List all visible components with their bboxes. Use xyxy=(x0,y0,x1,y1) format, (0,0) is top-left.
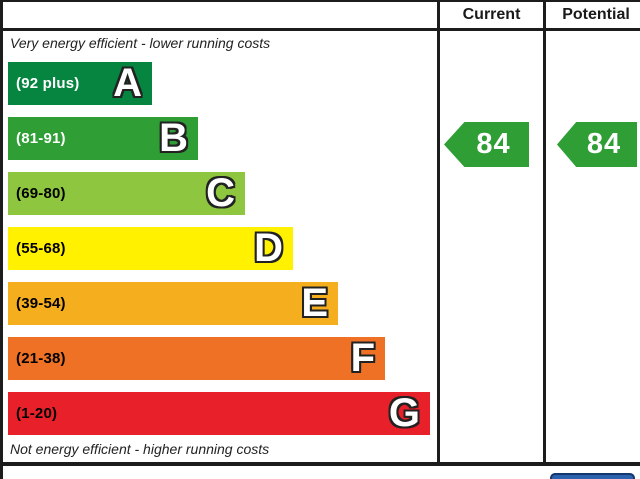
rating-bands: (92 plus) A (81-91) B (69-80) C (55-68) … xyxy=(8,62,430,435)
header-divider-line xyxy=(0,28,640,31)
potential-rating-value: 84 xyxy=(586,128,622,160)
band-b-letter: B xyxy=(159,116,188,160)
band-d-range-label: (55-68) xyxy=(16,240,66,257)
current-column-divider xyxy=(437,0,440,466)
band-b: (81-91) B xyxy=(8,117,198,160)
band-d: (55-68) D xyxy=(8,227,293,270)
current-rating-arrow: 84 xyxy=(444,122,529,167)
band-a-letter: A xyxy=(113,61,142,105)
band-e-range-label: (39-54) xyxy=(16,295,66,312)
current-rating-value: 84 xyxy=(476,128,511,160)
band-g-range-label: (1-20) xyxy=(16,405,58,422)
current-column-header: Current xyxy=(462,6,521,23)
potential-column-header: Potential xyxy=(562,6,630,23)
band-e-letter: E xyxy=(301,281,328,325)
band-g-letter: G xyxy=(388,391,420,435)
band-c: (69-80) C xyxy=(8,172,245,215)
band-a: (92 plus) A xyxy=(8,62,152,105)
band-f-letter: F xyxy=(350,336,375,380)
band-c-letter: C xyxy=(206,171,235,215)
band-g: (1-20) G xyxy=(8,392,430,435)
band-e: (39-54) E xyxy=(8,282,338,325)
top-efficiency-note: Very energy efficient - lower running co… xyxy=(10,35,271,51)
band-f: (21-38) F xyxy=(8,337,385,380)
band-d-letter: D xyxy=(254,226,283,270)
chart-bottom-border-line xyxy=(0,462,640,466)
potential-rating-arrow: 84 xyxy=(557,122,637,167)
band-c-range-label: (69-80) xyxy=(16,185,66,202)
band-b-range-label: (81-91) xyxy=(16,130,66,147)
band-f-range-label: (21-38) xyxy=(16,350,66,367)
left-border-line xyxy=(0,0,3,479)
band-a-range-label: (92 plus) xyxy=(16,75,80,92)
next-section-blue-element-peek xyxy=(550,473,635,479)
bottom-efficiency-note: Not energy efficient - higher running co… xyxy=(10,441,270,457)
top-border-line xyxy=(0,0,640,2)
potential-column-divider xyxy=(543,0,546,466)
